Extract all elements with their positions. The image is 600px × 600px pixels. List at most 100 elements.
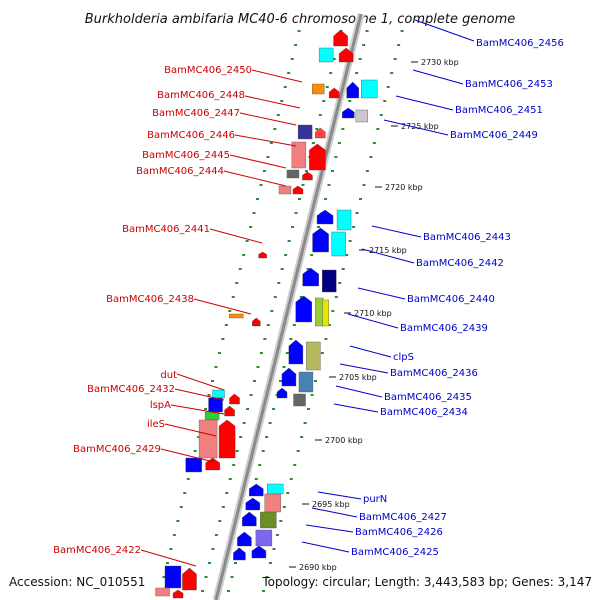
gene-box [185,457,202,473]
gene-box [291,141,307,169]
gene-arrow [249,483,264,497]
rail-dot [315,128,319,130]
rail-dot [327,184,331,186]
tick-label: 2725 kbp [401,122,439,131]
rail-dot [294,44,298,46]
rail-dot [369,156,373,158]
leader-line [357,287,406,300]
rail-dot [307,408,311,410]
rail-dot [224,324,228,326]
gene-box [306,341,321,371]
tick-label: 2720 kbp [385,183,423,192]
rail-dot [263,338,267,340]
leader-line [412,69,464,85]
gene-arrow [281,367,297,387]
rail-dot [249,394,253,396]
rail-dot [338,282,342,284]
rail-dot [261,450,265,452]
gene-arrow [182,567,197,591]
gene-label: BamMC406_2438 [106,294,194,305]
leader-line [234,134,297,147]
rail-dot [282,506,286,508]
gene-box [298,371,314,393]
rail-dot [355,212,359,214]
rail-dot [397,44,401,46]
rail-dot [259,184,263,186]
rail-dot [320,352,324,354]
gene-arrow [252,317,261,327]
rail-dot [277,282,281,284]
gene-features [155,29,378,599]
rail-dot [193,450,197,452]
gene-box [312,83,325,95]
gene-label: BamMC406_2432 [87,384,175,395]
gene-label: BamMC406_2450 [164,65,252,76]
gene-label: BamMC406_2445 [142,150,230,161]
rail-dot [186,478,190,480]
gene-arrow [309,143,326,171]
gene-label: lspA [150,400,171,411]
gene-label: BamMC406_2448 [157,90,245,101]
rail-dot [279,520,283,522]
leader-line [335,385,383,398]
rail-dot [330,170,334,172]
rail-dot [313,380,317,382]
rail-dot [252,212,256,214]
gene-box [315,297,324,327]
rail-dot [345,254,349,256]
leader-line [140,549,197,567]
leader-lines [140,19,475,567]
rail-dot [289,478,293,480]
gene-label: BamMC406_2441 [122,224,210,235]
rail-dot [252,380,256,382]
tick-label: 2710 kbp [354,309,392,318]
gene-box [322,269,337,293]
rail-dot [169,548,173,550]
rail-dot [176,520,180,522]
rail-dot [390,72,394,74]
rail-dot [210,380,214,382]
leader-line [414,19,475,42]
gene-box [331,231,346,257]
rail-dot [293,464,297,466]
gene-box [260,511,277,529]
leader-line [317,491,362,500]
rail-dot [287,240,291,242]
leader-line [176,373,225,391]
leader-line [333,403,379,413]
rail-dot [365,30,369,32]
rail-dot [172,534,176,536]
gene-box [164,565,182,589]
rail-dot [294,212,298,214]
gene-box [355,109,368,123]
rail-dot [228,310,232,312]
gene-label: BamMC406_2440 [407,294,495,305]
gene-box [229,313,244,319]
rail-dot [232,464,236,466]
map-title: Burkholderia ambifaria MC40-6 chromosome… [85,12,515,27]
rail-dot [355,72,359,74]
rail-dot [272,548,276,550]
rail-dot [393,58,397,60]
rail-dot [221,338,225,340]
rail-dot [214,534,218,536]
gene-arrow [342,107,355,119]
rail-dot [310,254,314,256]
rail-dot [256,366,260,368]
rail-dot [275,534,279,536]
rail-dot [218,520,222,522]
rail-dot [324,198,328,200]
rail-dot [280,100,284,102]
gene-label: BamMC406_2444 [136,166,224,177]
scale-ticks: 2730 kbp 2725 kbp 2720 kbp 2715 kbp 2710… [289,58,459,572]
gene-label: BamMC406_2427 [359,512,447,523]
rail-dot [331,310,335,312]
rail-dot [266,324,270,326]
rail-dot [287,72,291,74]
gene-arrow [276,387,288,399]
gene-box [264,493,281,513]
rail-dot [337,142,341,144]
rail-dot [341,268,345,270]
rail-dot [254,478,258,480]
